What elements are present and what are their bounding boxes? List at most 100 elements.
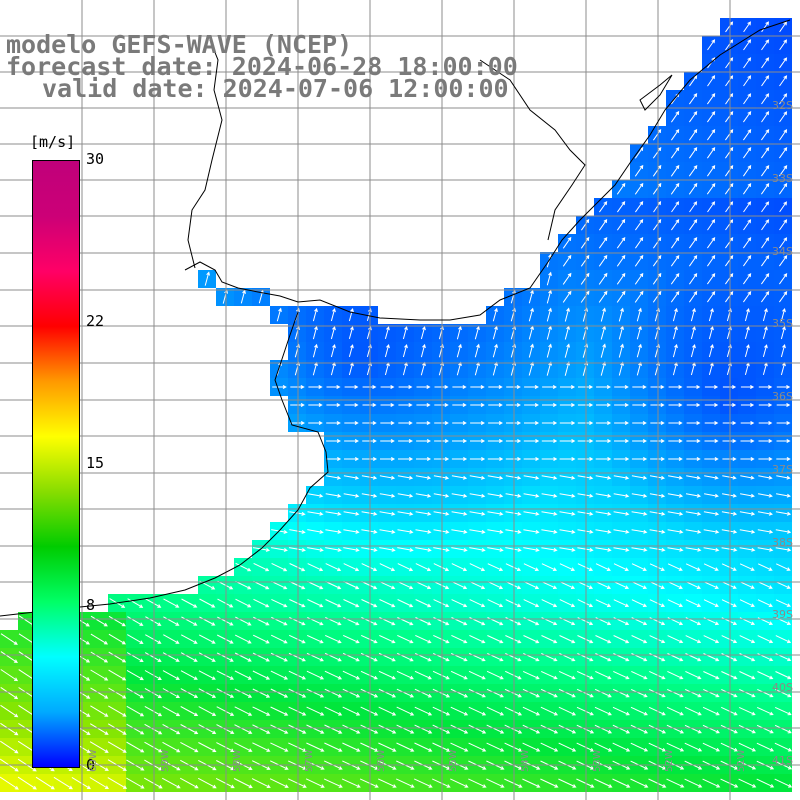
- wind-arrow: [613, 511, 630, 516]
- wind-arrow: [379, 581, 396, 590]
- wind-arrow: [775, 511, 792, 516]
- wind-arrow: [778, 147, 788, 159]
- wind-arrow: [0, 740, 19, 754]
- wind-arrow: [706, 129, 716, 141]
- wind-arrow: [126, 777, 145, 789]
- wind-arrow: [505, 547, 522, 552]
- wind-arrow: [89, 777, 109, 790]
- wind-arrow: [504, 742, 523, 752]
- wind-arrow: [271, 580, 288, 590]
- wind-arrow: [126, 687, 145, 699]
- wind-arrow: [634, 236, 644, 249]
- wind-arrow: [580, 254, 590, 267]
- wind-arrow: [542, 385, 557, 389]
- wind-arrow: [724, 129, 734, 141]
- wind-arrow: [760, 165, 770, 177]
- wind-arrow: [742, 147, 752, 159]
- wind-arrow: [614, 403, 629, 407]
- wind-arrow: [487, 635, 504, 644]
- wind-arrow: [199, 598, 216, 608]
- wind-arrow: [379, 511, 396, 516]
- wind-arrow: [758, 403, 773, 407]
- wind-arrow: [397, 475, 414, 480]
- wind-arrow: [774, 742, 793, 752]
- wind-arrow: [434, 421, 449, 425]
- forecast-date: forecast date: 2024-06-28 18:00:00: [6, 52, 518, 81]
- wind-arrow: [740, 457, 755, 461]
- wind-arrow: [523, 635, 540, 644]
- wind-arrow: [433, 493, 450, 498]
- wind-arrow: [634, 219, 644, 231]
- wind-arrow: [598, 201, 608, 213]
- wind-arrow: [312, 343, 318, 358]
- wind-arrow: [742, 182, 752, 195]
- wind-arrow: [706, 182, 716, 195]
- wind-arrow: [420, 326, 426, 340]
- wind-arrow: [144, 741, 163, 753]
- wind-arrow: [253, 616, 270, 626]
- wind-arrow: [684, 724, 702, 734]
- wind-arrow: [395, 778, 415, 788]
- wind-arrow: [775, 635, 792, 644]
- wind-arrow: [451, 457, 468, 461]
- wind-arrow: [252, 652, 270, 662]
- wind-arrow: [456, 343, 462, 358]
- wind-arrow: [217, 598, 234, 608]
- wind-arrow: [672, 307, 678, 322]
- wind-arrow: [107, 777, 128, 789]
- wind-arrow: [721, 529, 738, 534]
- wind-arrow: [528, 289, 534, 304]
- wind-arrow: [706, 146, 716, 159]
- wind-arrow: [330, 326, 336, 340]
- wind-arrow: [704, 403, 719, 407]
- wind-arrow: [17, 776, 37, 790]
- wind-arrow: [725, 201, 734, 213]
- wind-arrow: [342, 670, 361, 680]
- wind-arrow: [564, 343, 570, 358]
- wind-arrow: [684, 742, 703, 752]
- wind-arrow: [348, 326, 354, 340]
- wind-arrow: [127, 634, 144, 644]
- wind-arrow: [761, 75, 770, 87]
- wind-arrow: [666, 724, 685, 734]
- latitude-label: 35S: [772, 317, 793, 330]
- wind-arrow: [402, 326, 408, 340]
- wind-arrow: [706, 273, 716, 285]
- wind-arrow: [470, 439, 486, 443]
- wind-arrow: [703, 635, 720, 644]
- wind-arrow: [416, 385, 431, 389]
- wind-arrow: [450, 778, 469, 788]
- wind-arrow: [721, 635, 738, 644]
- wind-arrow: [360, 724, 379, 734]
- wind-arrow: [384, 326, 390, 340]
- wind-arrow: [778, 291, 788, 303]
- wind-arrow: [580, 218, 590, 231]
- wind-arrow: [708, 308, 714, 322]
- wind-arrow: [143, 777, 163, 789]
- wind-arrow: [307, 529, 324, 534]
- wind-arrow: [703, 581, 719, 589]
- wind-arrow: [360, 670, 378, 680]
- wind-arrow: [308, 385, 323, 389]
- wind-arrow: [562, 236, 572, 249]
- wind-arrow: [522, 742, 541, 752]
- wind-arrow: [652, 290, 662, 303]
- wind-arrow: [595, 635, 612, 644]
- wind-arrow: [433, 457, 450, 461]
- wind-arrow: [108, 651, 127, 663]
- wind-arrow: [648, 742, 667, 752]
- wind-arrow: [738, 742, 757, 752]
- longitude-label: 60W: [88, 749, 99, 772]
- wind-arrow: [433, 475, 450, 480]
- wind-arrow: [505, 493, 522, 498]
- wind-arrow: [378, 688, 397, 698]
- wind-arrow: [707, 201, 716, 213]
- wind-arrow: [580, 236, 590, 249]
- wind-arrow: [630, 688, 648, 698]
- wind-arrow: [758, 385, 773, 389]
- wind-arrow: [451, 581, 468, 590]
- colorbar-tick-label: 0: [86, 756, 96, 774]
- wind-arrow: [739, 581, 755, 589]
- wind-arrow: [740, 385, 755, 389]
- wind-arrow: [652, 272, 662, 285]
